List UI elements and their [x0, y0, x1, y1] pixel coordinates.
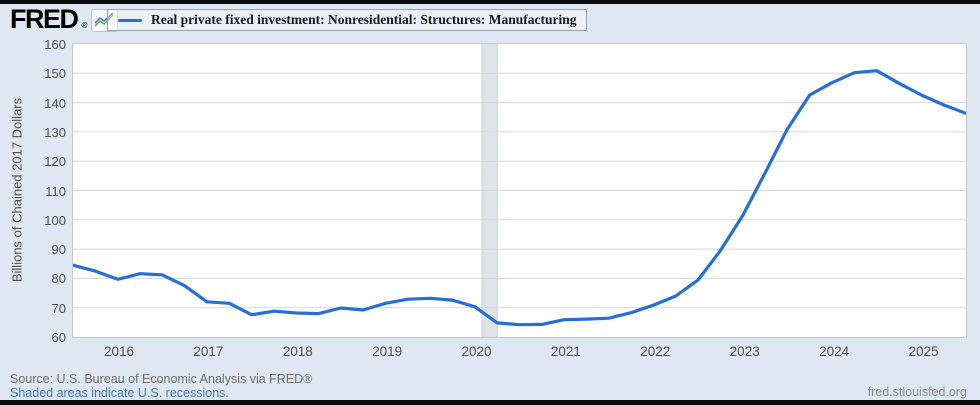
y-tick-label: 160: [44, 37, 66, 52]
y-tick-label: 150: [44, 66, 66, 82]
y-tick-label: 120: [44, 154, 66, 170]
legend-box: Real private fixed investment: Nonreside…: [107, 9, 588, 31]
fred-sparkline-icon: [91, 9, 119, 32]
y-tick-label: 110: [45, 183, 66, 199]
fred-logo[interactable]: FRED ®: [10, 4, 119, 34]
y-tick-label: 80: [51, 271, 66, 287]
series-line-swatch: [118, 18, 142, 22]
y-tick-label: 100: [44, 212, 66, 228]
plot-area[interactable]: [72, 43, 967, 338]
footer-notes: Source: U.S. Bureau of Economic Analysis…: [10, 372, 313, 400]
data-line: [73, 69, 966, 327]
x-tick-label: 2016: [103, 344, 134, 359]
x-tick-label: 2020: [461, 344, 492, 359]
y-tick-label: 70: [51, 300, 66, 316]
y-tick-label: 60: [51, 330, 66, 345]
top-border-bar: [0, 0, 980, 4]
x-tick-label: 2024: [819, 344, 850, 359]
x-tick-label: 2019: [372, 344, 403, 359]
x-tick-label: 2023: [729, 344, 760, 359]
x-tick-label: 2022: [640, 344, 671, 359]
fred-logo-text: FRED: [10, 4, 79, 34]
y-tick-label: 130: [44, 124, 66, 140]
y-tick-label: 140: [44, 95, 66, 111]
x-tick-label: 2021: [550, 344, 581, 359]
x-tick-label: 2017: [193, 344, 224, 359]
y-tick-label: 90: [51, 242, 66, 258]
series-title: Real private fixed investment: Nonreside…: [151, 12, 577, 27]
x-tick-label: 2018: [282, 344, 313, 359]
fred-site-link[interactable]: fred.stlouisfed.org: [867, 385, 967, 399]
x-tick-label: 2025: [908, 344, 939, 359]
recession-note-link[interactable]: Shaded areas indicate U.S. recessions.: [10, 385, 229, 400]
bottom-border-bar: [0, 400, 980, 405]
source-text: Source: U.S. Bureau of Economic Analysis…: [10, 372, 313, 386]
registered-trademark: ®: [81, 21, 88, 30]
